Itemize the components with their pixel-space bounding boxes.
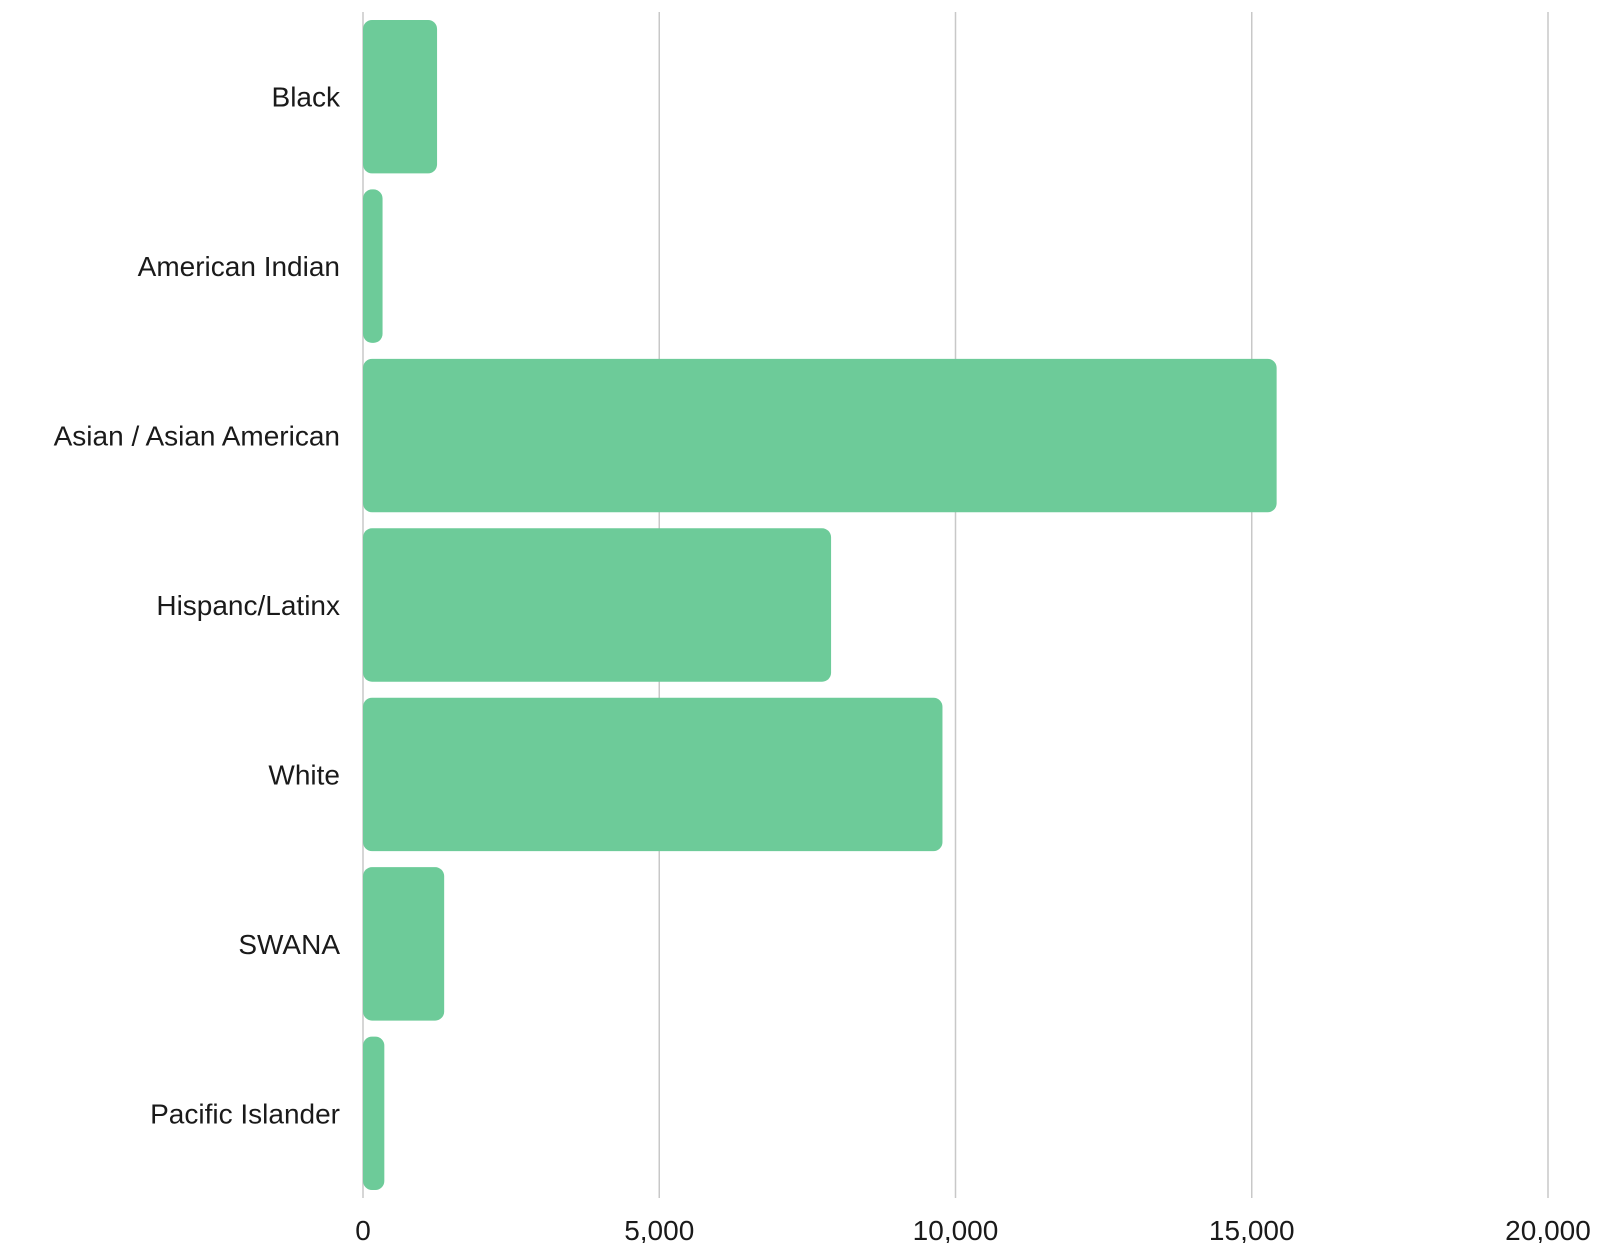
category-labels: Black American Indian Asian / Asian Americ… xyxy=(54,82,341,1130)
category-label: Hispanc/Latinx xyxy=(156,590,340,621)
bar xyxy=(363,867,445,1021)
x-tick-label: 20,000 xyxy=(1505,1215,1591,1243)
x-tick-labels: 0 5,000 10,000 15,000 20,000 xyxy=(355,1215,1591,1243)
bars xyxy=(363,20,1277,1190)
category-label: White xyxy=(268,759,340,790)
bar xyxy=(363,358,1277,513)
x-tick-label: 0 xyxy=(355,1215,371,1243)
x-tick-label: 15,000 xyxy=(1209,1215,1295,1243)
bar xyxy=(363,528,832,682)
bar xyxy=(363,20,438,174)
x-tick-label: 10,000 xyxy=(913,1215,999,1243)
category-label: Black xyxy=(272,82,341,113)
bar xyxy=(363,697,943,852)
category-label: SWANA xyxy=(238,929,340,960)
category-label: Pacific Islander xyxy=(150,1098,340,1129)
bar xyxy=(363,1036,385,1190)
x-tick-label: 5,000 xyxy=(624,1215,694,1243)
category-label: American Indian xyxy=(138,251,340,282)
category-label: Asian / Asian American xyxy=(54,421,340,452)
bar xyxy=(363,189,383,343)
